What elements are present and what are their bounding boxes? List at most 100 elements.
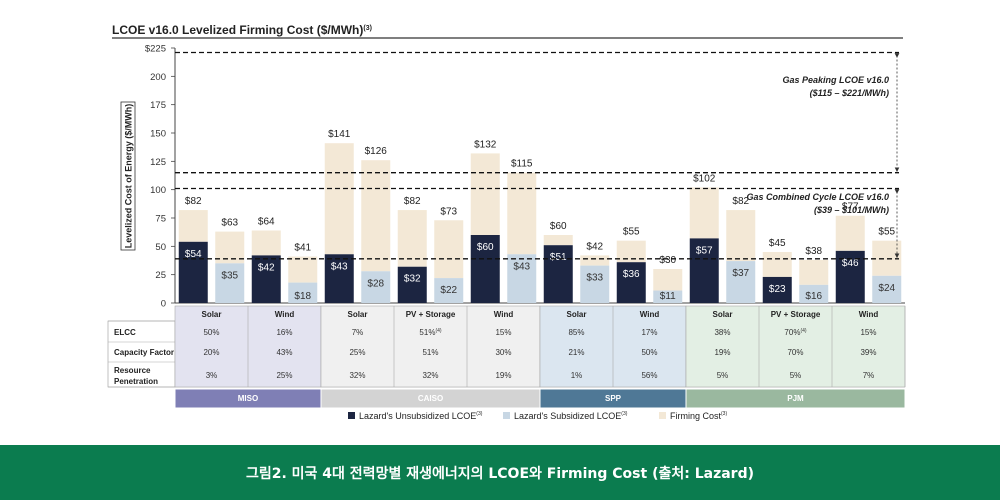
gas-peaking-label: Gas Peaking LCOE v16.0 (782, 75, 889, 85)
tech-label: Wind (859, 310, 879, 319)
bar-total-label: $77 (842, 202, 859, 213)
elcc-value: 51%(4) (419, 328, 441, 337)
legend-swatch-subsidized (503, 412, 510, 419)
region-table-block-caiso (320, 305, 541, 388)
elcc-value: 15% (495, 328, 511, 337)
elcc-value: 38% (714, 328, 730, 337)
y-tick-label: 75 (155, 214, 166, 225)
region-table-block-pjm (685, 305, 906, 388)
elcc-value: 50% (203, 328, 219, 337)
bar-base-label: $43 (331, 261, 348, 272)
subsidized-lcoe-bar (507, 254, 537, 303)
y-axis-label: Levelized Cost of Energy ($/MWh) (124, 104, 134, 249)
subsidized-lcoe-bar (726, 261, 756, 303)
y-tick-label: 150 (150, 129, 166, 140)
tech-label: Solar (347, 310, 367, 319)
bar-base-label: $43 (513, 261, 530, 272)
y-tick-label: 25 (155, 270, 166, 281)
subsidized-lcoe-bar (288, 282, 318, 303)
penetration-value: 7% (863, 371, 875, 380)
region-label-spp: SPP (605, 394, 622, 403)
lcoe-chart: LCOE v16.0 Levelized Firming Cost ($/MWh… (107, 23, 906, 421)
tech-label: PV + Storage (771, 310, 821, 319)
penetration-value: 3% (206, 371, 218, 380)
row-label-capacity-factor: Capacity Factor (114, 348, 174, 357)
y-tick-label: 125 (150, 157, 166, 168)
bar-base-label: $60 (477, 242, 494, 253)
elcc-value: 70%(4) (784, 328, 806, 337)
bar-base-label: $35 (221, 270, 238, 281)
bar-total-label: $42 (586, 241, 603, 252)
unsubsidized-lcoe-bar (470, 235, 500, 303)
bar-total-label: $55 (623, 227, 640, 238)
bar-base-label: $18 (294, 291, 311, 302)
chart-title: LCOE v16.0 Levelized Firming Cost ($/MWh… (112, 23, 372, 37)
bar-base-label: $24 (878, 283, 895, 294)
penetration-value: 32% (349, 371, 365, 380)
elcc-value: 17% (641, 328, 657, 337)
firming-cost-bar (215, 231, 245, 264)
bar-total-label: $126 (365, 146, 388, 157)
bar-base-label: $46 (842, 258, 859, 269)
y-axis-label-group: Levelized Cost of Energy ($/MWh) (120, 101, 136, 251)
y-tick-label: 175 (150, 100, 166, 111)
bar-total-label: $60 (550, 221, 567, 232)
unsubsidized-lcoe-bar (251, 255, 281, 303)
bar-total-label: $141 (328, 129, 351, 140)
elcc-value: 85% (568, 328, 584, 337)
bar-base-label: $37 (732, 268, 749, 279)
firming-cost-bar (689, 187, 719, 239)
subsidized-lcoe-bar (580, 265, 610, 303)
capacity-factor-value: 30% (495, 348, 511, 357)
bar-total-label: $132 (474, 139, 497, 150)
region-band-pjm (685, 388, 906, 409)
subsidized-lcoe-bar (215, 263, 245, 303)
capacity-factor-value: 21% (568, 348, 584, 357)
firming-cost-bar (470, 153, 500, 235)
tech-label: Solar (712, 310, 732, 319)
legend-label-subsidized: Lazard's Subsidized LCOE(3) (514, 411, 628, 421)
figure-caption: 그림2. 미국 4대 전력망별 재생에너지의 LCOE와 Firming Cos… (0, 445, 1000, 500)
legend-label-firming: Firming Cost(3) (670, 411, 727, 421)
gas-cc-range-label: ($39 – $101/MWh) (814, 205, 889, 215)
row-label-resource-penetration-2: Penetration (114, 377, 158, 386)
penetration-value: 32% (422, 371, 438, 380)
bar-total-label: $55 (878, 227, 895, 238)
bar-base-label: $51 (550, 252, 567, 263)
penetration-value: 5% (790, 371, 802, 380)
firming-cost-bar (324, 143, 354, 255)
unsubsidized-lcoe-bar (762, 276, 792, 303)
subsidized-lcoe-bar (872, 275, 902, 303)
y-tick-label: 0 (161, 299, 166, 310)
bar-base-label: $23 (769, 284, 786, 295)
subsidized-lcoe-bar (653, 290, 683, 303)
firming-cost-bar (580, 255, 610, 266)
bar-base-label: $22 (440, 285, 457, 296)
legend-swatch-firming (659, 412, 666, 419)
bar-base-label: $32 (404, 274, 421, 285)
capacity-factor-value: 50% (641, 348, 657, 357)
subsidized-lcoe-bar (434, 278, 464, 303)
y-tick-label: 100 (150, 185, 166, 196)
capacity-factor-value: 20% (203, 348, 219, 357)
row-label-elcc: ELCC (114, 328, 136, 337)
bar-total-label: $82 (404, 196, 421, 207)
bar-base-label: $36 (623, 269, 640, 280)
y-tick-label: 50 (155, 242, 166, 253)
elcc-value: 16% (276, 328, 292, 337)
firming-cost-bar (178, 210, 208, 242)
bar-base-label: $16 (805, 291, 822, 302)
bar-base-label: $42 (258, 262, 275, 273)
bar-total-label: $64 (258, 216, 275, 227)
firming-cost-bar (543, 235, 573, 246)
unsubsidized-lcoe-bar (324, 254, 354, 303)
firming-cost-bar (507, 172, 537, 255)
unsubsidized-lcoe-bar (835, 250, 865, 303)
gas-cc-label: Gas Combined Cycle LCOE v16.0 (746, 192, 889, 202)
bar-base-label: $54 (185, 249, 202, 260)
region-label-miso: MISO (238, 394, 258, 403)
legend-swatch-unsubsidized (348, 412, 355, 419)
bar-base-label: $33 (586, 273, 603, 284)
bar-base-label: $57 (696, 245, 713, 256)
tech-label: Solar (201, 310, 221, 319)
